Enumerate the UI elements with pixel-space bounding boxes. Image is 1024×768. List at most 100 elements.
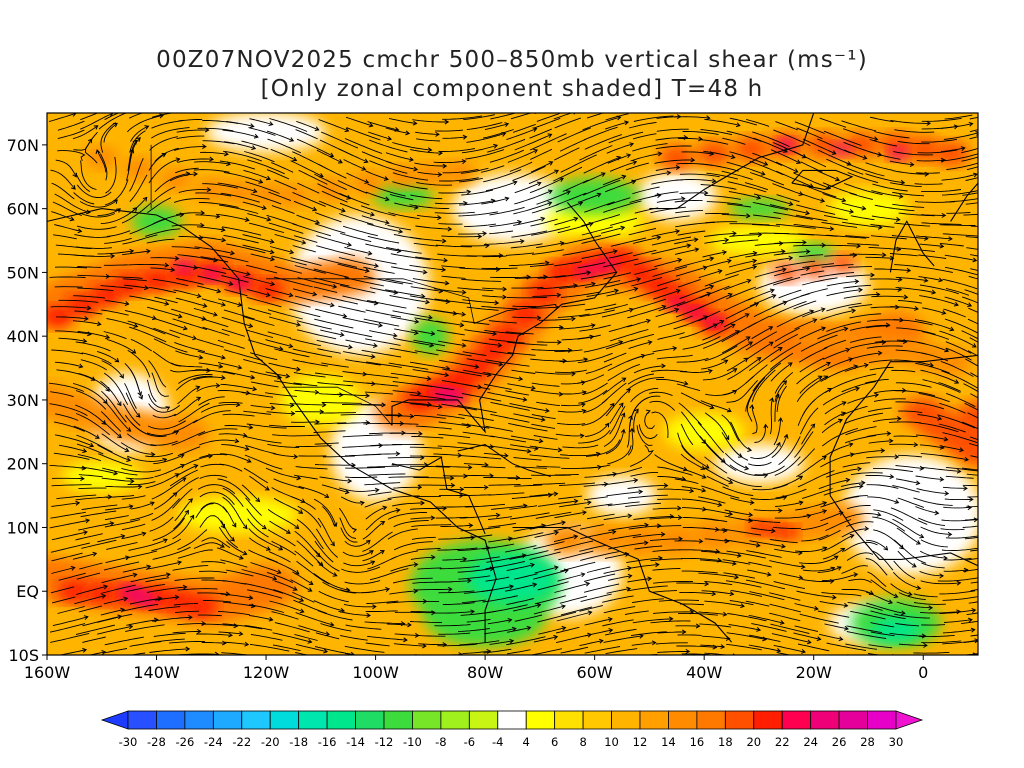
streamline (345, 116, 373, 127)
streamline (943, 619, 972, 623)
streamline (753, 214, 781, 220)
streamline (865, 162, 893, 171)
streamline (586, 289, 619, 297)
streamline (218, 298, 242, 306)
streamline (898, 410, 923, 414)
streamline (919, 243, 944, 247)
streamline (77, 274, 110, 277)
streamline (609, 405, 626, 435)
streamline (364, 482, 401, 486)
streamline (842, 221, 882, 229)
streamline (147, 197, 172, 214)
streamline-arrow (344, 127, 350, 133)
streamline (177, 529, 208, 551)
streamline (103, 123, 118, 143)
streamline-arrow (604, 422, 610, 428)
streamline (224, 641, 249, 646)
streamline-arrow (540, 216, 546, 222)
streamline-arrow (459, 486, 465, 492)
streamline-arrow (813, 605, 819, 611)
streamline-arrow (101, 650, 107, 655)
streamline (817, 610, 850, 618)
streamline (317, 517, 335, 546)
streamline-arrow (428, 314, 433, 320)
colorbar-box (639, 710, 669, 730)
streamline (554, 369, 587, 373)
streamline (314, 550, 340, 572)
shading-blob (828, 253, 857, 274)
streamline (101, 433, 129, 452)
streamline-arrow (208, 453, 213, 459)
streamline (532, 249, 564, 255)
shading-blob (664, 413, 745, 450)
streamline (457, 567, 494, 573)
streamline (842, 462, 871, 468)
streamline (409, 621, 442, 623)
streamline-arrow (198, 354, 204, 360)
streamline (536, 465, 561, 468)
streamline (704, 581, 733, 586)
streamline (217, 478, 251, 501)
streamline (580, 593, 612, 603)
streamline-arrow (545, 408, 550, 414)
streamline-arrow (381, 402, 387, 408)
streamline-arrow (712, 323, 718, 328)
streamline (873, 467, 913, 473)
streamline (438, 223, 463, 225)
streamline (722, 559, 751, 565)
streamline (72, 382, 108, 404)
streamline (244, 151, 275, 163)
streamline-arrow (352, 528, 358, 533)
streamline (559, 452, 600, 457)
streamline (249, 370, 282, 379)
streamline (634, 545, 663, 550)
streamline-arrow (881, 339, 887, 345)
streamline (457, 405, 497, 414)
streamline-arrow (329, 152, 335, 158)
streamline (745, 600, 770, 607)
streamline (505, 331, 534, 335)
streamline-arrow (461, 289, 467, 295)
streamline (920, 466, 961, 472)
streamline (802, 277, 838, 286)
shading-blob (956, 400, 978, 432)
streamline (98, 113, 128, 130)
streamline-arrow (116, 208, 121, 213)
streamline (607, 501, 640, 507)
streamline (459, 267, 500, 270)
streamline (745, 341, 774, 361)
streamline-arrow (212, 311, 218, 317)
streamline (414, 383, 455, 391)
streamline (223, 234, 259, 244)
streamline-arrow (442, 163, 448, 169)
streamline (650, 620, 691, 624)
streamline (776, 310, 814, 328)
streamline-arrow (157, 596, 163, 602)
streamline-arrow (82, 448, 88, 453)
streamline (841, 565, 868, 574)
streamline (129, 295, 169, 305)
streamline-arrow (298, 509, 304, 514)
streamline (197, 592, 230, 595)
streamline-arrow (749, 404, 755, 409)
streamline (78, 522, 114, 531)
shading-blob (251, 278, 284, 301)
streamline (793, 300, 817, 310)
streamline (799, 254, 824, 258)
streamline (798, 347, 828, 363)
streamline-arrow (82, 338, 88, 344)
streamline (339, 192, 370, 206)
streamline (175, 350, 203, 359)
streamline-arrow (763, 161, 769, 166)
streamline-arrow (380, 550, 385, 555)
streamline (895, 247, 935, 253)
streamline (874, 340, 907, 343)
streamline (514, 614, 543, 622)
streamline (722, 137, 746, 145)
streamline (393, 541, 433, 551)
streamline-arrow (636, 277, 642, 282)
streamline-arrow (344, 489, 350, 495)
streamline (584, 503, 613, 509)
streamline (867, 407, 892, 413)
streamline (938, 382, 961, 392)
